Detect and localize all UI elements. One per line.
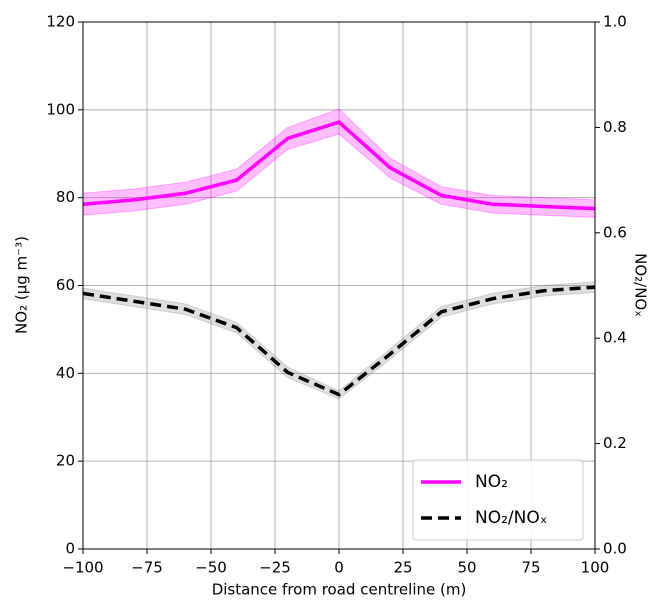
y-tick-label: 60 (56, 276, 75, 294)
legend-label: NO₂/NOₓ (475, 508, 547, 528)
x-tick-label: −25 (259, 559, 291, 577)
plot-frame (82, 21, 596, 550)
x-tick-label: −50 (195, 559, 227, 577)
y-tick-label: 0 (65, 540, 75, 558)
y2-tick-label: 0.8 (603, 118, 627, 136)
y2-axis-label: NO₂/NOₓ (632, 253, 650, 317)
y2-tick-label: 0.0 (603, 540, 627, 558)
y-tick-label: 20 (56, 452, 75, 470)
y-tick-label: 120 (46, 13, 75, 31)
legend-label: NO₂ (475, 472, 508, 492)
x-axis-label: Distance from road centreline (m) (212, 581, 467, 599)
y-tick-label: 100 (46, 100, 75, 118)
x-tick-label: 25 (393, 559, 412, 577)
x-tick-label: 0 (334, 559, 344, 577)
x-tick-label: 75 (521, 559, 540, 577)
series-line (82, 285, 596, 397)
series-line (82, 120, 596, 211)
x-tick-label: −100 (62, 559, 103, 577)
y2-tick-label: 0.4 (603, 329, 627, 347)
y2-tick-label: 0.2 (603, 434, 627, 452)
y-tick-label: 80 (56, 188, 75, 206)
y2-tick-label: 1.0 (603, 13, 627, 31)
x-tick-label: 100 (581, 559, 610, 577)
y2-tick-label: 0.6 (603, 223, 627, 241)
y-tick-label: 40 (56, 364, 75, 382)
y-axis-label: NO₂ (μg m⁻³) (13, 236, 31, 334)
x-tick-label: 50 (457, 559, 476, 577)
x-tick-label: −75 (131, 559, 163, 577)
legend-box (412, 459, 584, 541)
